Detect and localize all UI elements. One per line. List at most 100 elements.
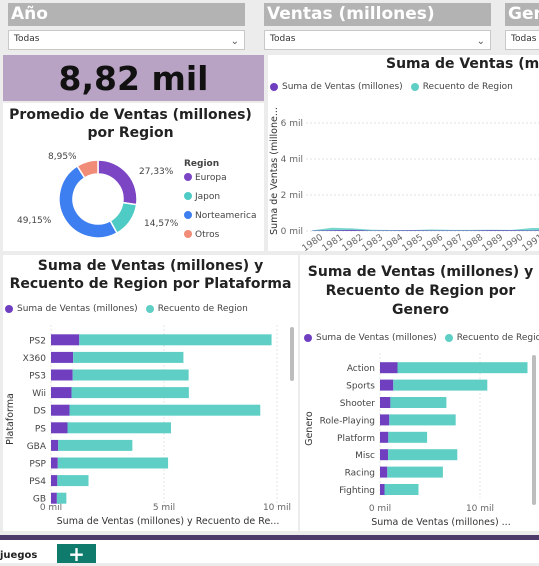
donut-label-norteamerica: 49,15%	[17, 216, 52, 226]
category-label: PS4	[29, 477, 46, 487]
donut-legend-title: Region	[184, 159, 219, 169]
bar-sales-wii[interactable]	[51, 387, 72, 399]
x-axis-title: Suma de Ventas (millones) ...	[371, 517, 510, 528]
bar-count-gb[interactable]	[56, 492, 67, 504]
bar-count-ps2[interactable]	[79, 334, 272, 346]
bar-sales-gba[interactable]	[51, 439, 59, 451]
bar-count-fighting[interactable]	[384, 484, 419, 495]
slicer-genre-dropdown[interactable]: Todas	[505, 30, 539, 50]
bar-sales-misc[interactable]	[380, 449, 389, 461]
x-axis-title: Suma de Ventas (millones) y Recuento de …	[57, 516, 280, 527]
area-legend: Suma de Ventas (millones) Recuento de Re…	[270, 82, 513, 92]
bar-count-wii[interactable]	[71, 387, 189, 399]
bar-sales-ps4[interactable]	[51, 475, 58, 487]
legend-label-count: Recuento de Region	[157, 304, 248, 314]
bar-count-action[interactable]	[397, 362, 528, 374]
bar-count-ps4[interactable]	[57, 475, 89, 487]
category-label: Shooter	[340, 399, 375, 409]
add-page-button[interactable]: +	[57, 542, 96, 566]
page-tabs-bar: juegos +	[0, 540, 539, 566]
genre-bar-chart: 0 mil 10 mil Action Sports Shooter Role-Playi…	[304, 353, 536, 528]
legend-label-norteamerica: Norteamerica	[195, 211, 257, 221]
scrollbar[interactable]	[290, 327, 294, 381]
legend-label-count: Recuento de Region	[456, 333, 539, 343]
bar-sales-psp[interactable]	[51, 457, 58, 469]
bar-count-racing[interactable]	[387, 466, 443, 478]
category-label: X360	[23, 354, 47, 364]
tab-juegos[interactable]: juegos	[0, 550, 38, 561]
kpi-card[interactable]: 8,82 mil	[3, 55, 264, 101]
bar-sales-ds[interactable]	[51, 404, 70, 416]
bar-count-platform[interactable]	[388, 431, 428, 443]
legend-dot-europa	[184, 173, 192, 181]
bar-sales-ps3[interactable]	[51, 369, 73, 381]
bar-sales-x360[interactable]	[51, 351, 74, 363]
x-tick-label: 0 mil	[40, 503, 62, 513]
platform-legend: Suma de Ventas (millones) Recuento de Re…	[5, 304, 248, 314]
bar-count-ps3[interactable]	[72, 369, 189, 381]
bar-count-psp[interactable]	[57, 457, 169, 469]
area-chart-panel[interactable]: Suma de Ventas (millones) Suma de Ventas…	[268, 55, 539, 251]
category-label: Misc	[355, 451, 375, 461]
genre-legend: Suma de Ventas (millones) Recuento de Re…	[304, 333, 539, 343]
bar-count-ds[interactable]	[69, 404, 261, 416]
bar-sales-shooter[interactable]	[380, 397, 391, 408]
slicer-sales-title: Ventas (millones)	[264, 3, 491, 26]
area-chart-title: Suma de Ventas (millones)	[386, 56, 539, 72]
bar-count-ps[interactable]	[67, 422, 172, 434]
chevron-down-icon: ⌄	[476, 36, 485, 47]
bar-sales-sports[interactable]	[380, 379, 394, 391]
bar-count-shooter[interactable]	[390, 397, 447, 408]
tabs-divider	[0, 535, 539, 540]
legend-label-sales: Suma de Ventas (millones)	[17, 304, 138, 314]
legend-label-japon: Japon	[194, 192, 220, 202]
kpi-value: 8,82 mil	[58, 58, 209, 98]
y-tick-label: 6 mil	[281, 119, 303, 129]
category-label: Action	[347, 364, 375, 374]
bar-sales-platform[interactable]	[380, 431, 389, 443]
bar-count-role-playing[interactable]	[389, 414, 456, 426]
area-series-0[interactable]	[312, 229, 539, 231]
donut-slice-europa[interactable]	[97, 159, 138, 206]
donut-label-otros: 8,95%	[48, 152, 77, 162]
category-label: DS	[33, 407, 46, 417]
bar-sales-ps2[interactable]	[51, 334, 80, 346]
bar-sales-role-playing[interactable]	[380, 414, 390, 426]
bar-count-sports[interactable]	[393, 379, 488, 391]
slicer-sales: Ventas (millones) Todas ⌄	[264, 3, 491, 53]
donut-panel[interactable]: Promedio de Ventas (millones) por Region…	[3, 103, 264, 251]
platform-chart-panel[interactable]: Suma de Ventas (millones) y Recuento de …	[3, 255, 298, 531]
donut-slice-norteamerica[interactable]	[58, 164, 119, 239]
slicer-genre-title: Genero	[505, 3, 539, 26]
bar-count-gba[interactable]	[58, 439, 133, 451]
bar-sales-fighting[interactable]	[380, 484, 385, 495]
category-label: GB	[33, 495, 46, 505]
bar-sales-racing[interactable]	[380, 466, 388, 478]
category-label: PS	[35, 424, 46, 434]
bar-count-misc[interactable]	[388, 449, 458, 461]
bar-count-x360[interactable]	[73, 351, 184, 363]
legend-dot-count	[410, 83, 419, 91]
x-tick-label: 0 mil	[369, 504, 391, 514]
area-series-1[interactable]	[312, 227, 539, 231]
slicer-year-title: Año	[8, 3, 245, 26]
donut-label-japon: 14,57%	[144, 219, 179, 229]
category-label: PS2	[29, 336, 46, 346]
legend-label-europa: Europa	[195, 173, 227, 183]
scrollbar[interactable]	[532, 355, 536, 505]
category-label: GBA	[27, 442, 47, 452]
genre-chart-panel[interactable]: Suma de Ventas (millones) y Recuento de …	[300, 255, 539, 531]
donut-slice-otros[interactable]	[76, 159, 99, 179]
bar-sales-gb[interactable]	[51, 492, 57, 504]
slicer-sales-dropdown[interactable]: Todas ⌄	[264, 30, 491, 50]
y-axis-title: Suma de Ventas (millone...	[269, 107, 280, 235]
bar-sales-action[interactable]	[380, 362, 398, 374]
legend-dot-sales	[304, 334, 312, 342]
platform-bar-chart: 0 mil 5 mil 10 mil PS2 X360 PS3 Wii DS PS GBA PSP P…	[5, 325, 294, 527]
category-label: PS3	[29, 372, 46, 382]
slicer-genre: Genero Todas	[505, 3, 539, 53]
bar-sales-ps[interactable]	[51, 422, 68, 434]
legend-dot-japon	[184, 192, 192, 200]
x-tick-label: 10 mil	[263, 503, 291, 513]
slicer-year-dropdown[interactable]: Todas ⌄	[8, 30, 245, 50]
